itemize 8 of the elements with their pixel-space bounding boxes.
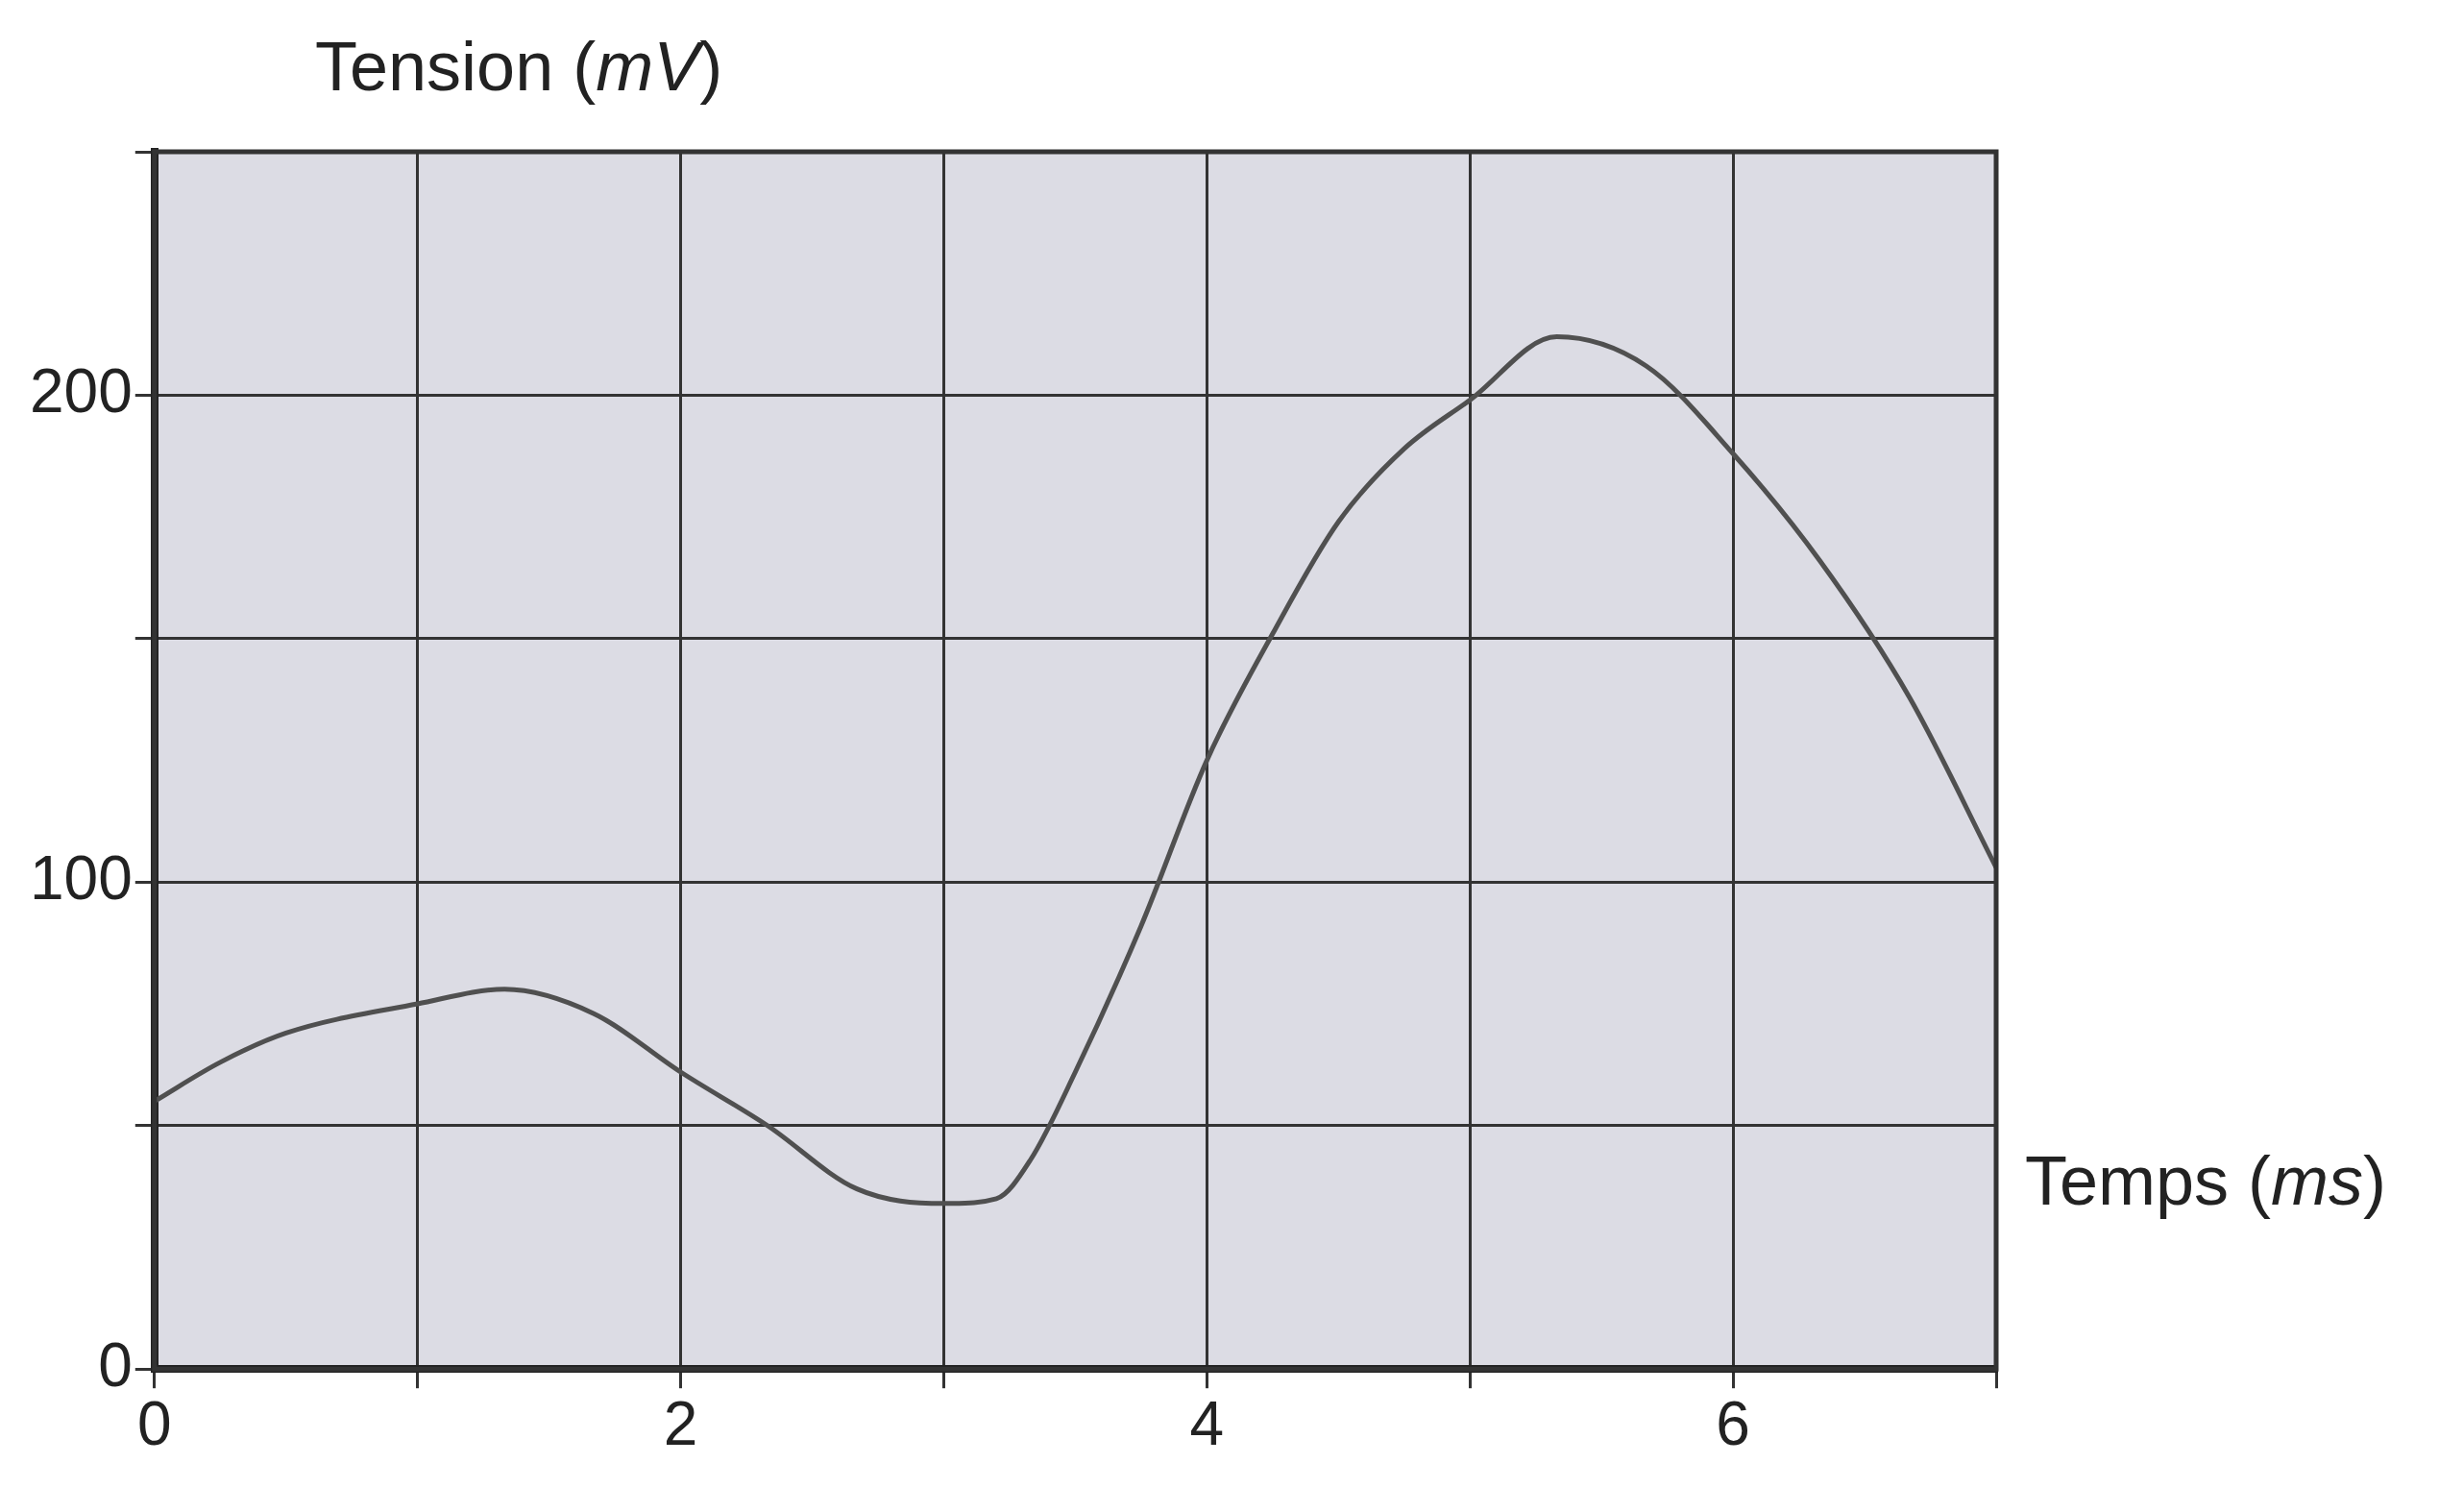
x-tick-label: 4	[1189, 1389, 1225, 1459]
x-tick-label: 6	[1716, 1389, 1750, 1459]
y-tick-label: 200	[30, 356, 133, 427]
x-tick-label: 2	[663, 1389, 698, 1459]
y-tick-label: 100	[30, 842, 133, 913]
y-axis-title: Tension (mV)	[315, 27, 723, 106]
x-axis-title: Temps (ms)	[2025, 1141, 2387, 1220]
y-tick-label: 0	[98, 1329, 133, 1400]
